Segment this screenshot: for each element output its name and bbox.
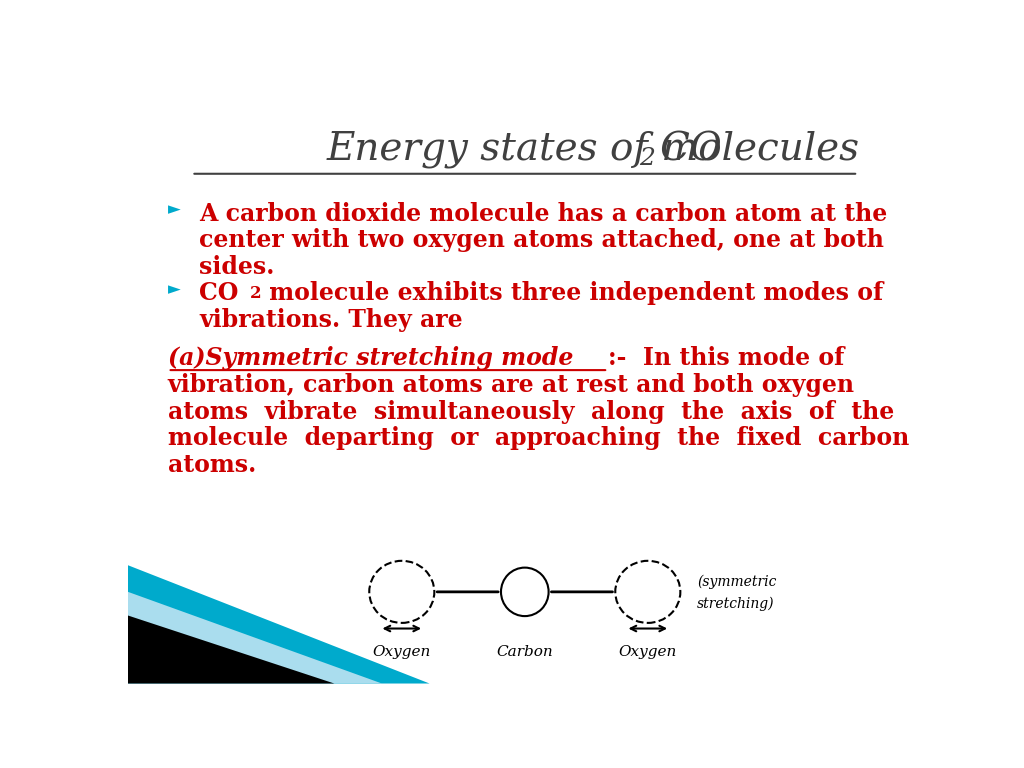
Text: A carbon dioxide molecule has a carbon atom at the: A carbon dioxide molecule has a carbon a… bbox=[200, 201, 888, 226]
Text: atoms.: atoms. bbox=[168, 453, 256, 477]
Text: 2: 2 bbox=[250, 285, 261, 302]
Text: 2: 2 bbox=[639, 147, 655, 170]
Text: atoms  vibrate  simultaneously  along  the  axis  of  the: atoms vibrate simultaneously along the a… bbox=[168, 399, 894, 424]
Text: :-  In this mode of: :- In this mode of bbox=[608, 346, 845, 370]
Text: Energy states of CO: Energy states of CO bbox=[327, 131, 723, 169]
Text: ►: ► bbox=[168, 201, 180, 219]
Ellipse shape bbox=[501, 568, 549, 616]
Polygon shape bbox=[128, 615, 334, 684]
Text: center with two oxygen atoms attached, one at both: center with two oxygen atoms attached, o… bbox=[200, 228, 885, 252]
Polygon shape bbox=[128, 592, 382, 684]
Text: molecules: molecules bbox=[649, 131, 859, 167]
Text: Oxygen: Oxygen bbox=[373, 645, 431, 659]
Text: vibration, carbon atoms are at rest and both oxygen: vibration, carbon atoms are at rest and … bbox=[168, 373, 855, 397]
Text: (symmetric: (symmetric bbox=[697, 574, 776, 588]
Polygon shape bbox=[128, 565, 430, 684]
Text: ►: ► bbox=[168, 281, 180, 299]
Text: molecule  departing  or  approaching  the  fixed  carbon: molecule departing or approaching the fi… bbox=[168, 426, 909, 450]
Text: Carbon: Carbon bbox=[497, 645, 553, 659]
Text: (a)Symmetric stretching mode: (a)Symmetric stretching mode bbox=[168, 346, 573, 370]
Text: stretching): stretching) bbox=[697, 597, 774, 611]
Text: vibrations. They are: vibrations. They are bbox=[200, 308, 463, 332]
Text: Oxygen: Oxygen bbox=[618, 645, 677, 659]
Text: CO: CO bbox=[200, 281, 239, 306]
Text: sides.: sides. bbox=[200, 255, 274, 279]
Text: molecule exhibits three independent modes of: molecule exhibits three independent mode… bbox=[260, 281, 883, 306]
